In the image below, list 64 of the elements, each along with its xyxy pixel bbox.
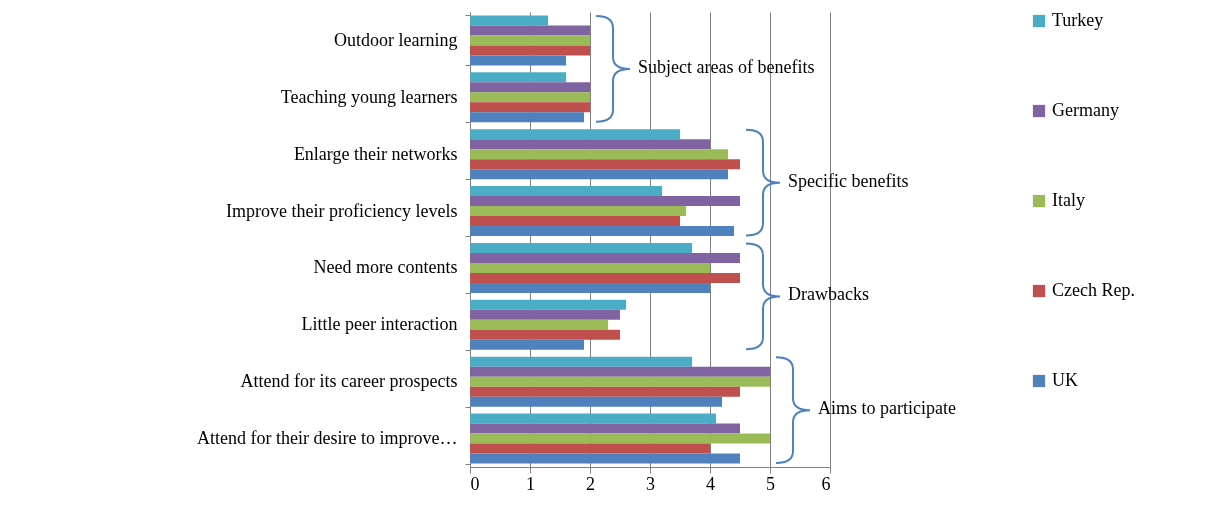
- bar: [470, 129, 680, 140]
- bar: [470, 376, 770, 387]
- bar: [470, 413, 716, 424]
- bar: [470, 159, 740, 170]
- bar: [470, 206, 686, 217]
- x-tick-label: 0: [470, 473, 480, 494]
- bar: [470, 102, 590, 113]
- y-tick-label: Need more contents: [313, 257, 458, 278]
- bar: [470, 299, 626, 310]
- bar: [470, 242, 692, 253]
- bar: [470, 226, 734, 237]
- bar: [470, 45, 590, 56]
- bar: [470, 55, 566, 66]
- y-tick-label: Enlarge their networks: [293, 143, 458, 164]
- annotation: Drawbacks: [788, 284, 869, 306]
- bar: [470, 72, 566, 83]
- bar: [470, 339, 584, 350]
- legend-label: Germany: [1052, 100, 1119, 120]
- bar: [470, 82, 590, 93]
- legend-label: Turkey: [1052, 10, 1104, 30]
- bar: [470, 423, 740, 434]
- y-tick-label: Teaching young learners: [280, 86, 458, 107]
- bar: [470, 149, 728, 160]
- x-tick-label: 3: [646, 473, 655, 494]
- x-tick-label: 4: [706, 473, 715, 494]
- x-tick-label: 5: [766, 473, 775, 494]
- legend-label: UK: [1052, 370, 1078, 390]
- y-tick-label: Outdoor learning: [334, 29, 458, 50]
- bar: [470, 196, 740, 207]
- bar: [470, 366, 770, 377]
- bar: [470, 262, 710, 273]
- bar: [470, 112, 584, 123]
- bar: [470, 319, 608, 330]
- bar: [470, 282, 710, 293]
- annotation: Specific benefits: [788, 170, 909, 192]
- annotation: Aims to participate: [818, 398, 956, 420]
- legend-label: Italy: [1052, 190, 1085, 210]
- bar: [470, 15, 548, 26]
- bar: [470, 329, 620, 340]
- bar: [470, 216, 680, 227]
- bar: [470, 252, 740, 263]
- bar: [470, 92, 590, 103]
- y-tick-label: Improve their proficiency levels: [226, 200, 458, 221]
- x-tick-label: 1: [526, 473, 535, 494]
- y-tick-label: Attend for their desire to improve…: [197, 428, 458, 449]
- bar: [470, 453, 740, 464]
- bar: [470, 272, 740, 283]
- bar: [470, 186, 662, 197]
- bar: [470, 169, 728, 180]
- bar: [470, 25, 590, 36]
- y-tick-label: Attend for its career prospects: [240, 371, 458, 392]
- annotation: Subject areas of benefits: [638, 56, 815, 78]
- legend-label: Czech Rep.: [1052, 280, 1135, 300]
- bar: [470, 356, 692, 367]
- y-tick-label: Little peer interaction: [301, 314, 458, 335]
- bar: [470, 386, 740, 397]
- x-tick-label: 6: [821, 473, 831, 494]
- bar: [470, 139, 710, 150]
- bar: [470, 35, 590, 46]
- bar: [470, 443, 710, 454]
- bar: [470, 396, 722, 407]
- bar: [470, 309, 620, 320]
- bar: [470, 433, 770, 444]
- x-tick-label: 2: [586, 473, 595, 494]
